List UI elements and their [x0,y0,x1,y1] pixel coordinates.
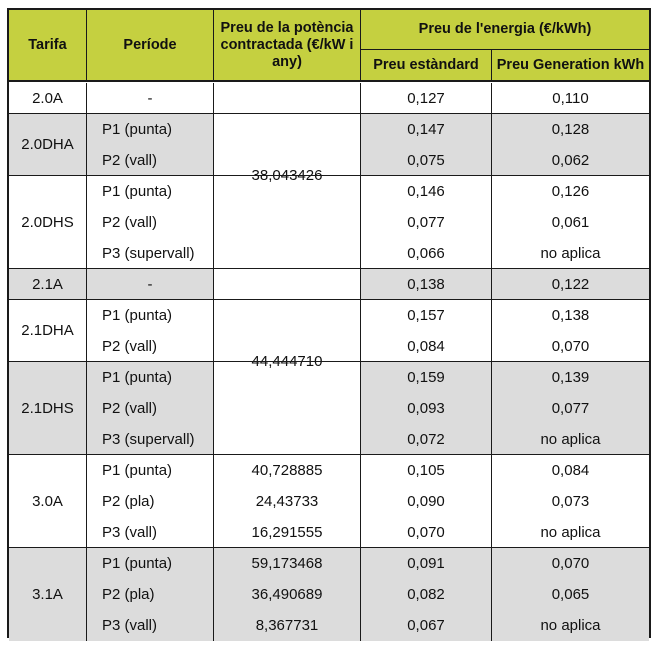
periode-cell: P2 (pla) [87,486,214,517]
preu-generation-cell: no aplica [492,517,649,548]
tarifa-cell: 3.1A [9,548,87,641]
potencia-cell: 8,367731 [214,610,361,641]
potencia-cell: 59,173468 [214,548,361,579]
preu-estandard-cell: 0,147 [361,114,492,145]
preu-generation-cell: 0,077 [492,393,649,424]
periode-cell: P2 (vall) [87,331,214,362]
preu-estandard-cell: 0,159 [361,362,492,393]
tariff-table: Tarifa Període Preu de la potència contr… [7,8,651,641]
preu-estandard-cell: 0,075 [361,145,492,176]
periode-cell: P2 (vall) [87,207,214,238]
header-divider [9,81,649,82]
preu-generation-cell: 0,122 [492,269,649,300]
preu-generation-cell: 0,062 [492,145,649,176]
periode-cell: P1 (punta) [87,176,214,207]
potencia-merged-cell: 44,444710 [214,269,361,455]
preu-estandard-cell: 0,070 [361,517,492,548]
header-energia: Preu de l'energia (€/kWh) [361,10,649,50]
tarifa-cell: 2.1A [9,269,87,300]
periode-cell: P1 (punta) [87,548,214,579]
periode-cell: P3 (supervall) [87,424,214,455]
header-preu-generation: Preu Generation kWh [492,50,649,81]
preu-estandard-cell: 0,077 [361,207,492,238]
preu-estandard-cell: 0,066 [361,238,492,269]
preu-estandard-cell: 0,091 [361,548,492,579]
group-divider [9,361,649,362]
tarifa-cell: 2.1DHA [9,300,87,362]
periode-cell: P3 (vall) [87,517,214,548]
preu-generation-cell: 0,061 [492,207,649,238]
group-divider [9,113,649,114]
preu-generation-cell: no aplica [492,610,649,641]
preu-generation-cell: 0,128 [492,114,649,145]
preu-generation-cell: 0,070 [492,331,649,362]
periode-cell: - [87,83,214,114]
preu-estandard-cell: 0,082 [361,579,492,610]
preu-estandard-cell: 0,067 [361,610,492,641]
tarifa-cell: 2.1DHS [9,362,87,455]
preu-generation-cell: 0,070 [492,548,649,579]
preu-generation-cell: 0,073 [492,486,649,517]
preu-generation-cell: 0,126 [492,176,649,207]
preu-estandard-cell: 0,157 [361,300,492,331]
potencia-merged-cell: 38,043426 [214,83,361,269]
preu-estandard-cell: 0,138 [361,269,492,300]
preu-estandard-cell: 0,127 [361,83,492,114]
potencia-cell: 24,43733 [214,486,361,517]
header-periode: Període [87,10,214,81]
preu-estandard-cell: 0,084 [361,331,492,362]
tarifa-cell: 3.0A [9,455,87,548]
header-preu-estandard: Preu estàndard [361,50,492,81]
group-divider [9,175,649,176]
periode-cell: P1 (punta) [87,300,214,331]
periode-cell: P2 (vall) [87,393,214,424]
group-divider [9,547,649,548]
preu-generation-cell: 0,065 [492,579,649,610]
periode-cell: P3 (vall) [87,610,214,641]
group-divider [9,299,649,300]
preu-generation-cell: 0,139 [492,362,649,393]
preu-generation-cell: 0,138 [492,300,649,331]
periode-cell: P1 (punta) [87,362,214,393]
potencia-cell: 16,291555 [214,517,361,548]
preu-estandard-cell: 0,072 [361,424,492,455]
preu-generation-cell: no aplica [492,238,649,269]
tarifa-cell: 2.0A [9,83,87,114]
periode-cell: P1 (punta) [87,114,214,145]
periode-cell: P1 (punta) [87,455,214,486]
group-divider [9,454,649,455]
preu-estandard-cell: 0,093 [361,393,492,424]
tarifa-cell: 2.0DHS [9,176,87,269]
periode-cell: P2 (pla) [87,579,214,610]
preu-estandard-cell: 0,090 [361,486,492,517]
potencia-cell: 40,728885 [214,455,361,486]
group-divider [9,268,649,269]
periode-cell: - [87,269,214,300]
preu-generation-cell: 0,110 [492,83,649,114]
tarifa-cell: 2.0DHA [9,114,87,176]
preu-generation-cell: no aplica [492,424,649,455]
periode-cell: P3 (supervall) [87,238,214,269]
preu-estandard-cell: 0,105 [361,455,492,486]
preu-generation-cell: 0,084 [492,455,649,486]
preu-estandard-cell: 0,146 [361,176,492,207]
header-potencia: Preu de la potència contractada (€/kW i … [214,10,361,81]
header-tarifa: Tarifa [9,10,87,81]
potencia-cell: 36,490689 [214,579,361,610]
periode-cell: P2 (vall) [87,145,214,176]
